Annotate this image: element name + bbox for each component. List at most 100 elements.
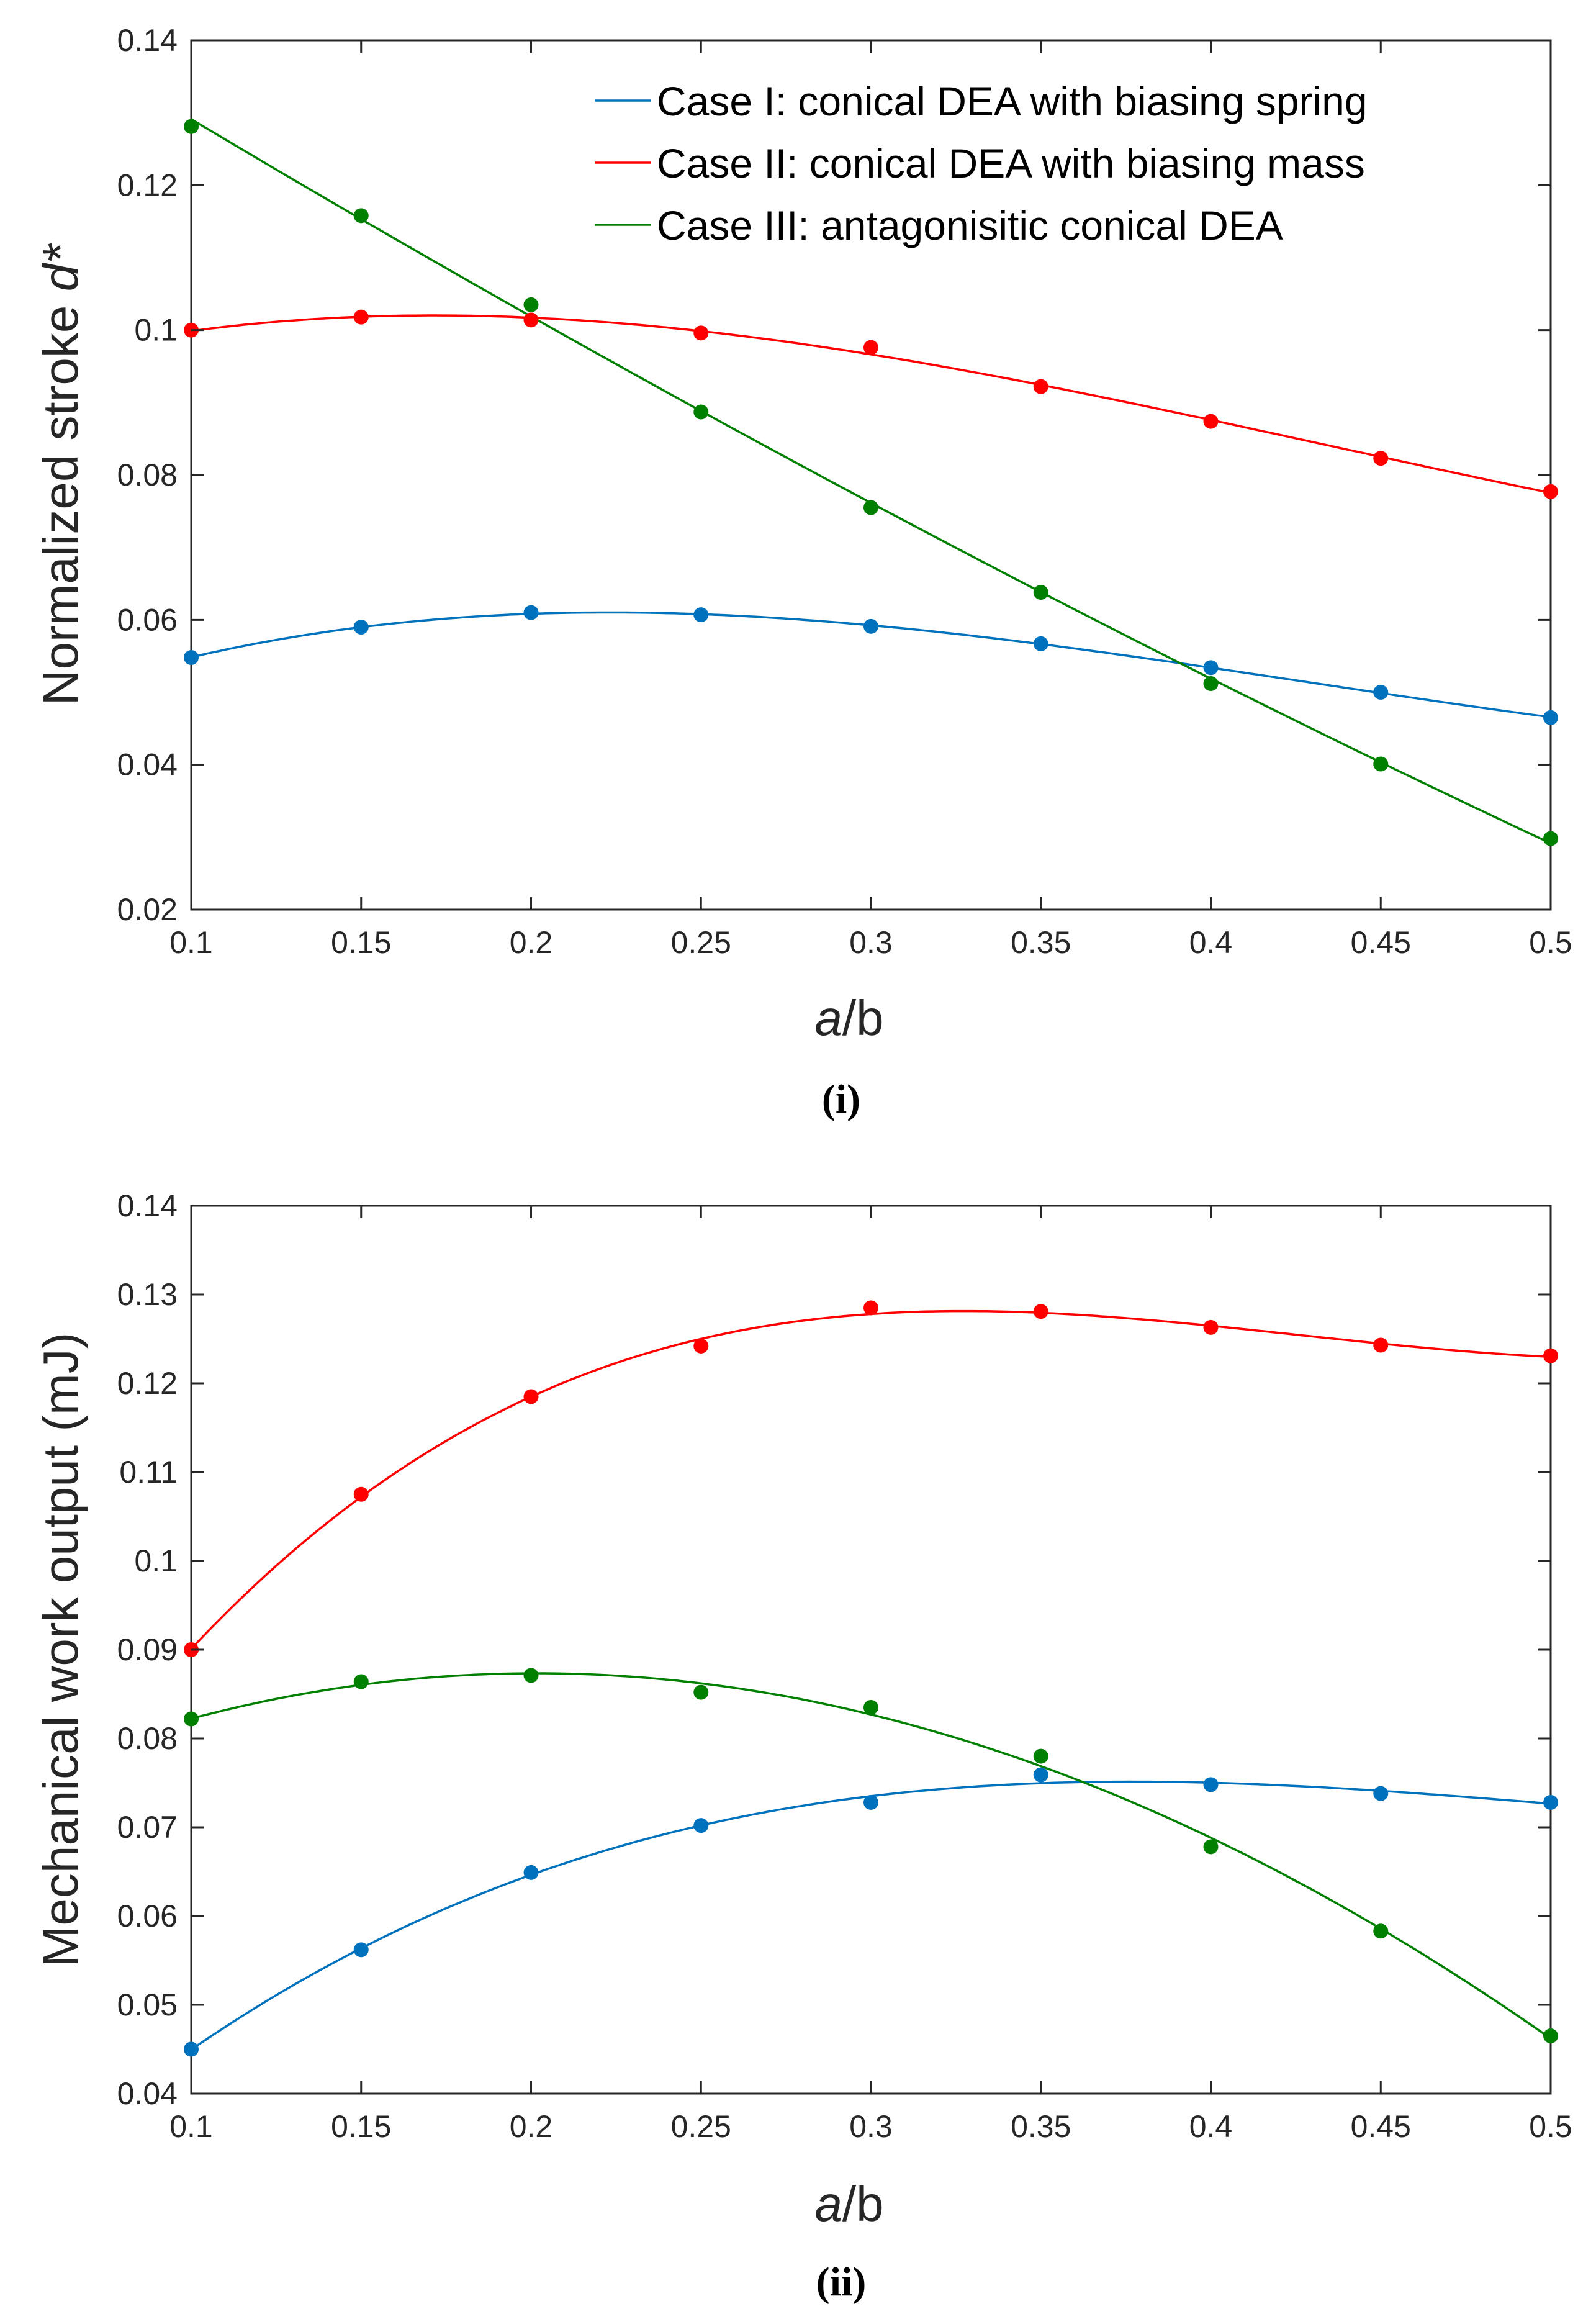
- plot-area-stroke: [190, 39, 1552, 911]
- y-axis-label-work-output: Mechanical work output (mJ): [33, 1332, 88, 1968]
- data-point-case-i: [693, 1818, 709, 1833]
- y-tick-label: 0.08: [117, 1721, 178, 1756]
- data-point-case-iii: [1373, 1923, 1389, 1939]
- chart-stroke: 0.1 0.15 0.2 0.25 0.3 0.35 0.4 0.45 0.5 0.02 0.04…: [33, 23, 1572, 1122]
- y-tick-label: 0.08: [117, 458, 178, 492]
- data-point-case-iii: [1543, 2028, 1558, 2044]
- data-point-case-i: [1033, 636, 1048, 651]
- x-tick-label: 0.4: [1189, 925, 1233, 960]
- data-point-case-ii: [693, 1338, 709, 1354]
- y-tick-label: 0.14: [117, 23, 178, 58]
- x-tick-label: 0.15: [331, 2109, 391, 2144]
- data-point-case-iii: [1203, 676, 1219, 691]
- data-point-case-iii: [184, 119, 199, 134]
- data-point-case-i: [1033, 1767, 1048, 1783]
- y-tick-label: 0.1: [134, 313, 178, 348]
- data-point-case-iii: [523, 297, 539, 312]
- x-axis-ticks-stroke: 0.1 0.15 0.2 0.25 0.3 0.35 0.4 0.45 0.5: [169, 40, 1572, 960]
- data-point-case-iii: [693, 1684, 709, 1700]
- x-tick-label: 0.2: [510, 925, 553, 960]
- data-point-case-i: [1203, 1777, 1219, 1792]
- y-axis-ticks-work-output: 0.04 0.05 0.06 0.07 0.08 0.09 0.1 0.11 0.12 0.13 0…: [117, 1188, 1551, 2111]
- data-point-case-ii: [1203, 1319, 1219, 1335]
- x-tick-label: 0.4: [1189, 2109, 1233, 2144]
- data-point-case-i: [523, 605, 539, 620]
- data-point-case-ii: [693, 325, 709, 341]
- legend-label-case-iii: Case III: antagonisitic conical DEA: [657, 202, 1283, 248]
- y-tick-label: 0.02: [117, 892, 178, 927]
- x-tick-label: 0.5: [1529, 925, 1572, 960]
- chart-work-output: 0.1 0.15 0.2 0.25 0.3 0.35 0.4 0.45 0.5 0.04 0.05…: [33, 1188, 1572, 2305]
- data-point-case-i: [523, 1865, 539, 1880]
- data-point-case-ii: [353, 1486, 369, 1502]
- data-point-case-i: [1373, 685, 1389, 700]
- data-point-case-ii: [1373, 1337, 1389, 1353]
- y-tick-label: 0.12: [117, 168, 178, 202]
- data-point-case-iii: [353, 1674, 369, 1689]
- y-tick-label: 0.06: [117, 602, 178, 637]
- data-point-case-iii: [184, 1711, 199, 1727]
- data-point-case-ii: [1543, 484, 1558, 499]
- data-point-case-iii: [863, 500, 878, 515]
- y-tick-label: 0.13: [117, 1277, 178, 1312]
- data-point-case-i: [353, 620, 369, 635]
- panel-caption-i: (i): [822, 1077, 860, 1122]
- y-tick-label: 0.14: [117, 1188, 178, 1223]
- x-tick-label: 0.45: [1351, 925, 1411, 960]
- data-point-case-ii: [353, 309, 369, 325]
- data-point-case-i: [184, 2041, 199, 2057]
- x-tick-label: 0.2: [510, 2109, 553, 2144]
- data-point-case-ii: [1033, 379, 1048, 394]
- data-point-case-iii: [353, 208, 369, 224]
- data-point-case-ii: [863, 1300, 878, 1316]
- data-point-case-iii: [523, 1668, 539, 1683]
- x-tick-label: 0.1: [169, 2109, 213, 2144]
- data-point-case-i: [1203, 660, 1219, 676]
- data-point-case-i: [863, 1794, 878, 1810]
- x-tick-label: 0.1: [169, 925, 213, 960]
- data-point-case-i: [693, 607, 709, 623]
- y-tick-label: 0.12: [117, 1366, 178, 1401]
- y-tick-label: 0.06: [117, 1899, 178, 1933]
- x-tick-label: 0.45: [1351, 2109, 1411, 2144]
- y-tick-label: 0.04: [117, 2076, 178, 2111]
- data-point-case-iii: [1543, 831, 1558, 846]
- y-tick-label: 0.04: [117, 748, 178, 782]
- data-point-case-ii: [863, 340, 878, 355]
- x-axis-label-work-output: a/b: [814, 2176, 883, 2231]
- data-point-case-iii: [693, 404, 709, 420]
- panel-caption-ii: (ii): [816, 2259, 867, 2305]
- data-point-case-i: [863, 618, 878, 634]
- data-point-case-iii: [1203, 1839, 1219, 1855]
- legend-label-case-i: Case I: conical DEA with biasing spring: [657, 78, 1368, 124]
- data-point-case-iii: [1033, 1748, 1048, 1764]
- data-point-case-iii: [1373, 756, 1389, 772]
- data-point-case-ii: [523, 312, 539, 328]
- x-tick-label: 0.3: [849, 2109, 893, 2144]
- x-tick-label: 0.3: [849, 925, 893, 960]
- y-tick-label: 0.11: [119, 1455, 178, 1489]
- data-point-case-ii: [1033, 1304, 1048, 1319]
- x-tick-label: 0.25: [671, 2109, 731, 2144]
- x-axis-label-stroke: a/b: [814, 990, 883, 1046]
- data-point-case-i: [353, 1942, 369, 1958]
- x-tick-label: 0.15: [331, 925, 391, 960]
- y-axis-ticks-stroke: 0.02 0.04 0.06 0.08 0.1 0.12 0.14: [117, 23, 1551, 927]
- x-tick-label: 0.5: [1529, 2109, 1572, 2144]
- data-point-case-i: [1543, 1794, 1558, 1810]
- x-axis-ticks-work-output: 0.1 0.15 0.2 0.25 0.3 0.35 0.4 0.45 0.5: [169, 1206, 1572, 2144]
- x-tick-label: 0.35: [1011, 925, 1071, 960]
- data-point-case-ii: [1203, 414, 1219, 429]
- data-points-work-output: [184, 1300, 1558, 2057]
- data-point-case-ii: [1373, 451, 1389, 466]
- legend-label-case-ii: Case II: conical DEA with biasing mass: [657, 140, 1365, 186]
- legend: Case I: conical DEA with biasing spring …: [595, 78, 1368, 248]
- data-point-case-ii: [1543, 1348, 1558, 1363]
- y-tick-label: 0.09: [117, 1632, 178, 1667]
- data-point-case-i: [1373, 1786, 1389, 1801]
- data-point-case-ii: [523, 1389, 539, 1404]
- x-tick-label: 0.25: [671, 925, 731, 960]
- y-tick-label: 0.1: [134, 1544, 178, 1578]
- x-tick-label: 0.35: [1011, 2109, 1071, 2144]
